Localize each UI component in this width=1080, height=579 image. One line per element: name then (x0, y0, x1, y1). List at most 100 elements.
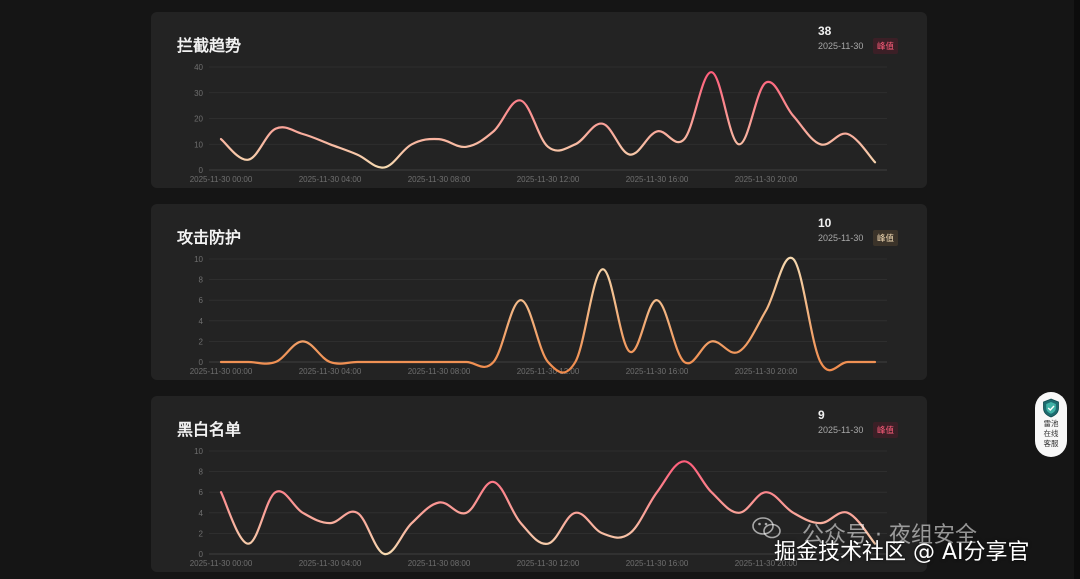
window-edge (1074, 0, 1080, 579)
data-point (271, 357, 281, 367)
intercept-trend-chart[interactable]: 0 10 20 30 40 2025-11-30 00:00 2025-11-30 04:0… (151, 12, 927, 188)
peak-date: 2025-11-30 (818, 425, 864, 435)
data-point (461, 142, 471, 152)
data-point (570, 139, 580, 149)
data-point (870, 357, 880, 367)
data-point (679, 134, 689, 144)
data-point (543, 539, 553, 549)
online-support-label: 雷池在线客服 (1043, 419, 1059, 448)
data-point (380, 162, 390, 172)
y-tick-label: 8 (199, 276, 204, 285)
x-tick-label: 2025-11-30 20:00 (735, 559, 798, 568)
panel-title: 拦截趋势 (177, 36, 242, 55)
data-point (734, 139, 744, 149)
watermark-source: 掘金技术社区 @ AI分享官 (774, 540, 1030, 565)
data-point (380, 357, 390, 367)
attack-protection-chart[interactable]: 0 2 4 6 8 10 2025-11-30 00:00 2025-11-30 04:00 2… (151, 204, 927, 380)
data-point (434, 134, 444, 144)
y-tick-label: 4 (199, 509, 204, 518)
x-tick-label: 2025-11-30 08:00 (408, 559, 471, 568)
x-tick-label: 2025-11-30 04:00 (299, 559, 362, 568)
data-point (734, 347, 744, 357)
data-point (516, 95, 526, 105)
data-point (679, 456, 689, 466)
data-point (216, 487, 226, 497)
data-point (788, 111, 798, 121)
y-tick-label: 2 (199, 337, 204, 346)
data-point (625, 150, 635, 160)
data-point (325, 357, 335, 367)
data-point (679, 357, 689, 367)
data-point (543, 357, 553, 367)
panel-title: 黑白名单 (177, 420, 242, 439)
data-point (434, 498, 444, 508)
data-point (489, 357, 499, 367)
data-point (298, 336, 308, 346)
data-point (407, 518, 417, 528)
x-tick-label: 2025-11-30 12:00 (517, 367, 580, 376)
x-tick-label: 2025-11-30 00:00 (190, 559, 253, 568)
data-point (271, 487, 281, 497)
data-point (761, 306, 771, 316)
data-point (516, 518, 526, 528)
data-point (543, 142, 553, 152)
x-tick-label: 2025-11-30 20:00 (735, 367, 798, 376)
data-point (407, 357, 417, 367)
data-point (461, 508, 471, 518)
y-tick-label: 6 (199, 488, 204, 497)
y-tick-label: 10 (194, 255, 203, 264)
x-tick-label: 2025-11-30 12:00 (517, 175, 580, 184)
online-support-button[interactable]: 雷池在线客服 (1035, 392, 1067, 457)
data-point (843, 129, 853, 139)
peak-date: 2025-11-30 (818, 233, 864, 243)
peak-badge: 峰值 (873, 230, 899, 246)
data-point (570, 357, 580, 367)
data-point (461, 357, 471, 367)
data-point (625, 528, 635, 538)
data-point (761, 487, 771, 497)
x-tick-label: 2025-11-30 04:00 (299, 367, 362, 376)
x-tick-label: 2025-11-30 20:00 (735, 175, 798, 184)
data-point (652, 126, 662, 136)
wechat-icon (752, 517, 781, 539)
intercept-trend-panel: 拦截趋势 38 2025-11-30 峰值 0 10 20 30 40 2025-11-3… (151, 12, 927, 188)
peak-badge: 峰值 (873, 38, 899, 54)
x-tick-label: 2025-11-30 16:00 (626, 367, 689, 376)
data-point (325, 518, 335, 528)
series-line (219, 256, 877, 374)
series-line (219, 460, 877, 556)
data-point (761, 77, 771, 87)
x-tick-label: 2025-11-30 16:00 (626, 175, 689, 184)
peak-badge: 峰值 (873, 422, 899, 438)
black-white-list-chart[interactable]: 0 2 4 6 8 10 2025-11-30 00:00 2025-11-30 04:00 2… (151, 396, 927, 572)
shield-icon (1043, 398, 1059, 418)
data-point (380, 549, 390, 559)
data-point (652, 487, 662, 497)
data-point (707, 336, 717, 346)
data-point (325, 139, 335, 149)
x-tick-label: 2025-11-30 08:00 (408, 175, 471, 184)
peak-value: 9 (818, 408, 825, 422)
data-point (298, 508, 308, 518)
watermark: 公众号 · 夜组安全 掘金技术社区 @ AI分享官 (752, 514, 1072, 574)
y-tick-label: 8 (199, 468, 204, 477)
x-tick-label: 2025-11-30 00:00 (190, 175, 253, 184)
peak-date: 2025-11-30 (818, 41, 864, 51)
data-point (407, 139, 417, 149)
y-tick-label: 40 (194, 63, 203, 72)
y-tick-label: 30 (194, 89, 203, 98)
y-tick-label: 10 (194, 140, 203, 149)
peak-value: 38 (818, 24, 832, 38)
data-point (816, 139, 826, 149)
data-point (352, 150, 362, 160)
series-line (219, 71, 877, 169)
black-white-list-panel: 黑白名单 9 2025-11-30 峰值 0 2 4 6 8 10 2025-11-30 0… (151, 396, 927, 572)
y-tick-label: 0 (199, 550, 204, 559)
data-point (625, 347, 635, 357)
data-point (271, 124, 281, 134)
data-point (243, 539, 253, 549)
data-point (489, 477, 499, 487)
y-tick-label: 0 (199, 166, 204, 175)
y-tick-label: 6 (199, 296, 204, 305)
panel-title: 攻击防护 (177, 228, 242, 247)
